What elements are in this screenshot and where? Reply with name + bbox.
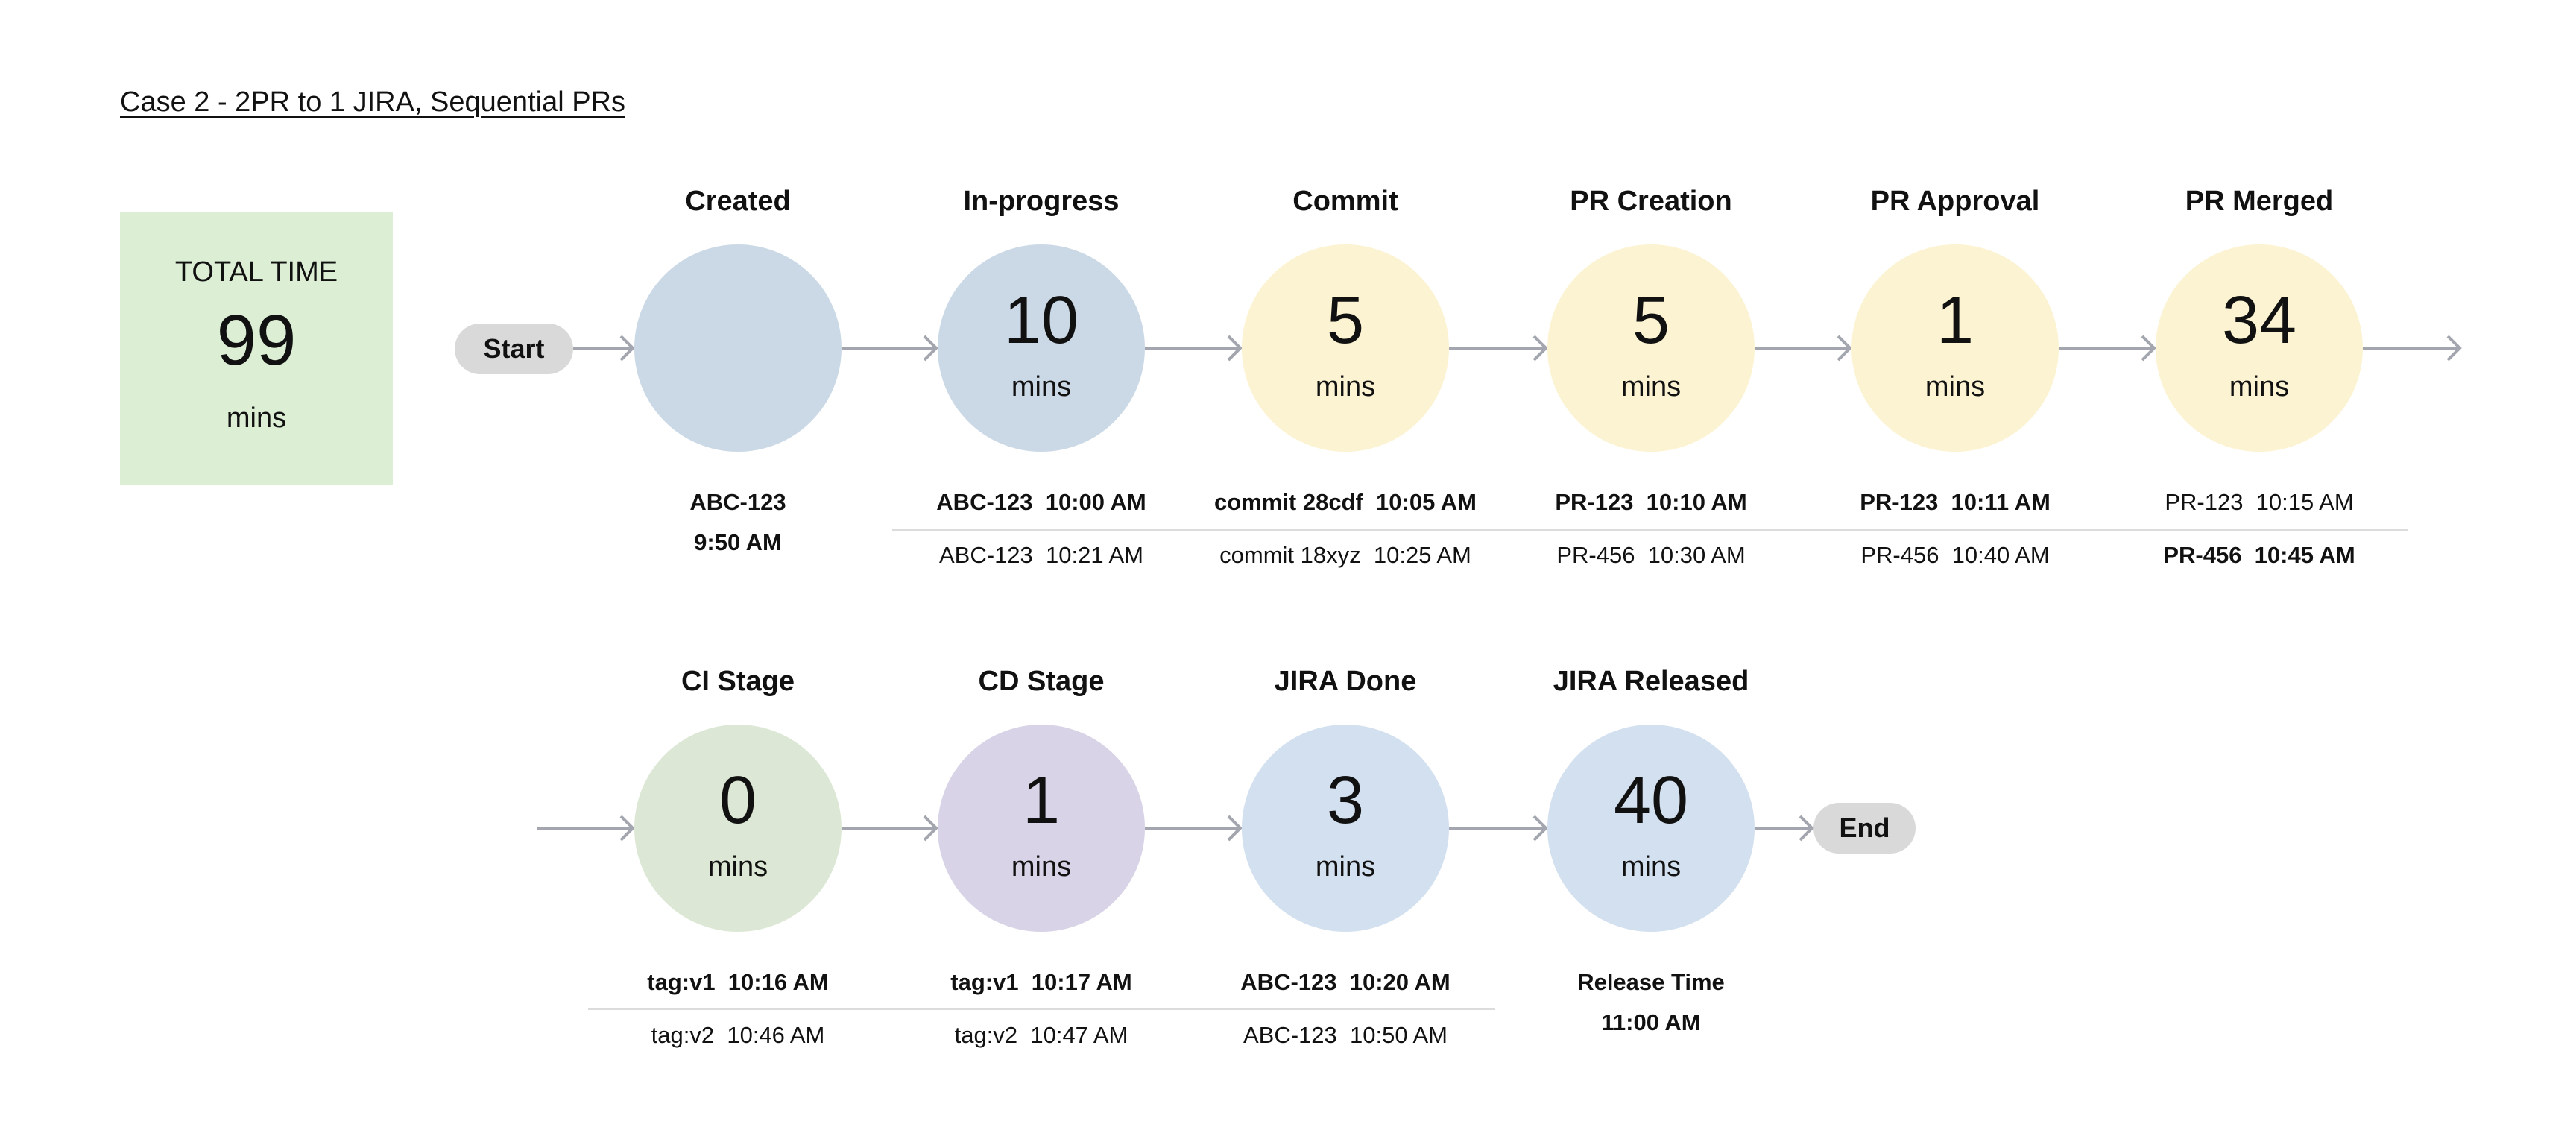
stage-title-pr-merged: PR Merged — [2185, 186, 2334, 217]
stage-detail: PR-123 10:15 AM — [2165, 489, 2354, 515]
stage-circle-pr-approval: 1 mins — [1852, 244, 2059, 452]
stage-detail: ABC-123 10:50 AM — [1243, 1022, 1448, 1048]
stage-detail: PR-456 10:45 AM — [2163, 542, 2355, 568]
row2-separator — [588, 1008, 1495, 1010]
stage-duration: 3 — [1326, 763, 1365, 838]
stage-detail: PR-123 10:11 AM — [1860, 489, 2051, 515]
stage-duration: 40 — [1613, 763, 1689, 838]
row1-separator — [892, 529, 2408, 531]
arrow-continue-in-icon — [537, 815, 635, 842]
stage-title-pr-creation: PR Creation — [1570, 186, 1732, 217]
stage-circle-ci-stage: 0 mins — [634, 725, 842, 932]
stage-duration-unit: mins — [1620, 371, 1682, 403]
stage-duration: 34 — [2221, 283, 2297, 358]
stage-detail: commit 28cdf 10:05 AM — [1213, 489, 1477, 515]
arrow-right-icon — [2059, 335, 2156, 362]
stage-detail: commit 18xyz 10:25 AM — [1219, 542, 1471, 568]
stage-duration-unit: mins — [1620, 851, 1682, 883]
stage-detail: Release Time — [1577, 969, 1725, 995]
stage-title-pr-approval: PR Approval — [1870, 186, 2040, 217]
start-node: Start — [455, 324, 573, 374]
total-time-unit: mins — [226, 403, 287, 434]
stage-title-jira-done: JIRA Done — [1274, 666, 1417, 697]
total-time-value: 99 — [216, 300, 297, 380]
stage-duration: 1 — [1022, 763, 1061, 838]
end-node: End — [1813, 803, 1916, 854]
stage-circle-pr-merged: 34 mins — [2156, 244, 2363, 452]
arrow-right-icon — [1755, 335, 1852, 362]
stage-detail: PR-456 10:40 AM — [1860, 542, 2050, 568]
arrow-right-icon — [1449, 335, 1548, 362]
stage-detail: ABC-123 — [689, 489, 786, 515]
stage-detail: tag:v1 10:16 AM — [647, 969, 829, 995]
stage-detail: PR-456 10:30 AM — [1556, 542, 1746, 568]
arrow-to-end — [1755, 815, 1814, 842]
stage-circle-in-progress: 10 mins — [938, 244, 1145, 452]
stage-duration: 5 — [1326, 283, 1365, 358]
stage-title-in-progress: In-progress — [963, 186, 1120, 217]
stage-detail: ABC-123 10:00 AM — [936, 489, 1146, 515]
stage-circle-jira-done: 3 mins — [1242, 725, 1449, 932]
stage-duration-unit: mins — [1011, 371, 1072, 403]
stage-circle-commit: 5 mins — [1242, 244, 1449, 452]
stage-duration-unit: mins — [1315, 371, 1376, 403]
stage-duration: 5 — [1632, 283, 1670, 358]
stage-detail: 9:50 AM — [694, 529, 782, 555]
stage-duration: 0 — [719, 763, 757, 838]
stage-title-created: Created — [685, 186, 791, 217]
stage-detail: tag:v2 10:46 AM — [651, 1022, 825, 1048]
stage-duration-unit: mins — [707, 851, 768, 883]
total-time-box: TOTAL TIME 99 mins — [120, 212, 393, 485]
stage-duration-unit: mins — [1925, 371, 1986, 403]
arrow-right-icon — [842, 815, 938, 842]
stage-detail: ABC-123 10:20 AM — [1240, 969, 1450, 995]
stage-circle-cd-stage: 1 mins — [938, 725, 1145, 932]
page-title: Case 2 - 2PR to 1 JIRA, Sequential PRs — [120, 86, 625, 118]
stage-duration-unit: mins — [2229, 371, 2290, 403]
arrow-start-to-created — [573, 335, 635, 362]
arrow-continue-icon — [2363, 335, 2462, 362]
stage-duration: 10 — [1003, 283, 1079, 358]
stage-detail: PR-123 10:10 AM — [1555, 489, 1747, 515]
stage-detail: tag:v1 10:17 AM — [950, 969, 1132, 995]
total-time-label: TOTAL TIME — [174, 256, 338, 288]
stage-title-commit: Commit — [1292, 186, 1398, 217]
stage-detail: tag:v2 10:47 AM — [954, 1022, 1128, 1048]
stage-duration-unit: mins — [1011, 851, 1072, 883]
stage-detail: ABC-123 10:21 AM — [939, 542, 1143, 568]
stage-title-ci-stage: CI Stage — [681, 666, 795, 697]
stage-duration: 1 — [1936, 283, 1974, 358]
stage-title-jira-released: JIRA Released — [1553, 666, 1749, 697]
stage-detail: 11:00 AM — [1601, 1009, 1701, 1035]
arrow-right-icon — [1145, 335, 1243, 362]
arrow-right-icon — [842, 335, 938, 362]
stage-circle-created — [634, 244, 842, 452]
arrow-right-icon — [1145, 815, 1243, 842]
stage-circle-pr-creation: 5 mins — [1547, 244, 1755, 452]
stage-title-cd-stage: CD Stage — [978, 666, 1105, 697]
stage-circle-jira-released: 40 mins — [1547, 725, 1755, 932]
stage-duration-unit: mins — [1315, 851, 1376, 883]
arrow-right-icon — [1449, 815, 1548, 842]
